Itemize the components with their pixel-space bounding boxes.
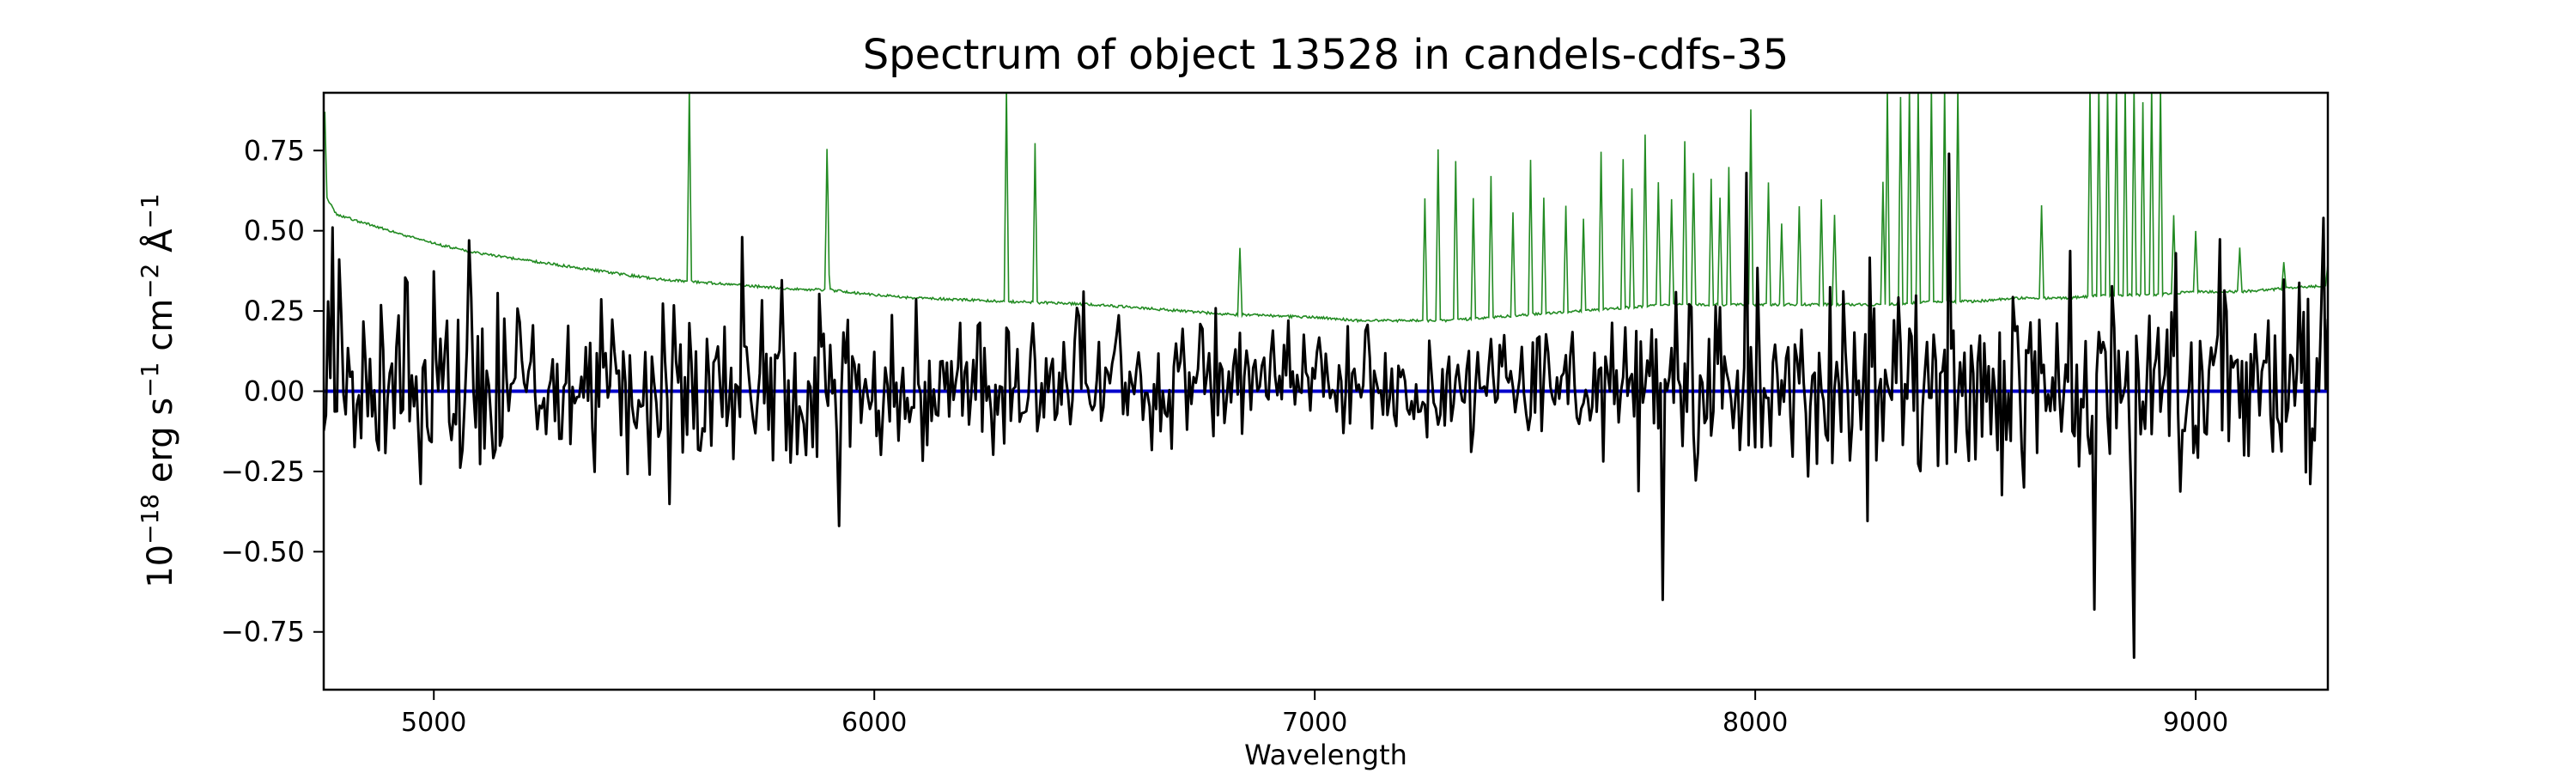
flux-spectrum-line	[324, 152, 2328, 660]
chart-title: Spectrum of object 13528 in candels-cdfs…	[863, 31, 1789, 79]
y-axis-label: 10−18 erg s−1 cm−2 Å−1	[136, 193, 180, 588]
y-tick-label: 0.00	[244, 375, 305, 408]
x-tick-label: 5000	[401, 708, 466, 738]
plot-clip-group	[324, 93, 2328, 660]
y-tick-label: 0.75	[244, 134, 305, 167]
y-tick-label: −0.50	[221, 535, 305, 568]
plot-lines	[324, 93, 2328, 660]
y-axis: −0.75 −0.50 −0.25 0.00 0.25 0.50 0.75	[221, 134, 324, 648]
x-tick-label: 6000	[841, 708, 907, 738]
x-tick-label: 8000	[1722, 708, 1788, 738]
x-axis-label: Wavelength	[1244, 739, 1407, 771]
error-spectrum-line	[324, 93, 2328, 324]
y-tick-label: 0.50	[244, 215, 305, 247]
x-tick-label: 7000	[1282, 708, 1347, 738]
y-tick-label: 0.25	[244, 295, 305, 327]
y-tick-label: −0.25	[221, 455, 305, 488]
x-axis: 5000 6000 7000 8000 9000	[401, 690, 2228, 738]
x-tick-label: 9000	[2163, 708, 2228, 738]
y-tick-label: −0.75	[221, 616, 305, 648]
